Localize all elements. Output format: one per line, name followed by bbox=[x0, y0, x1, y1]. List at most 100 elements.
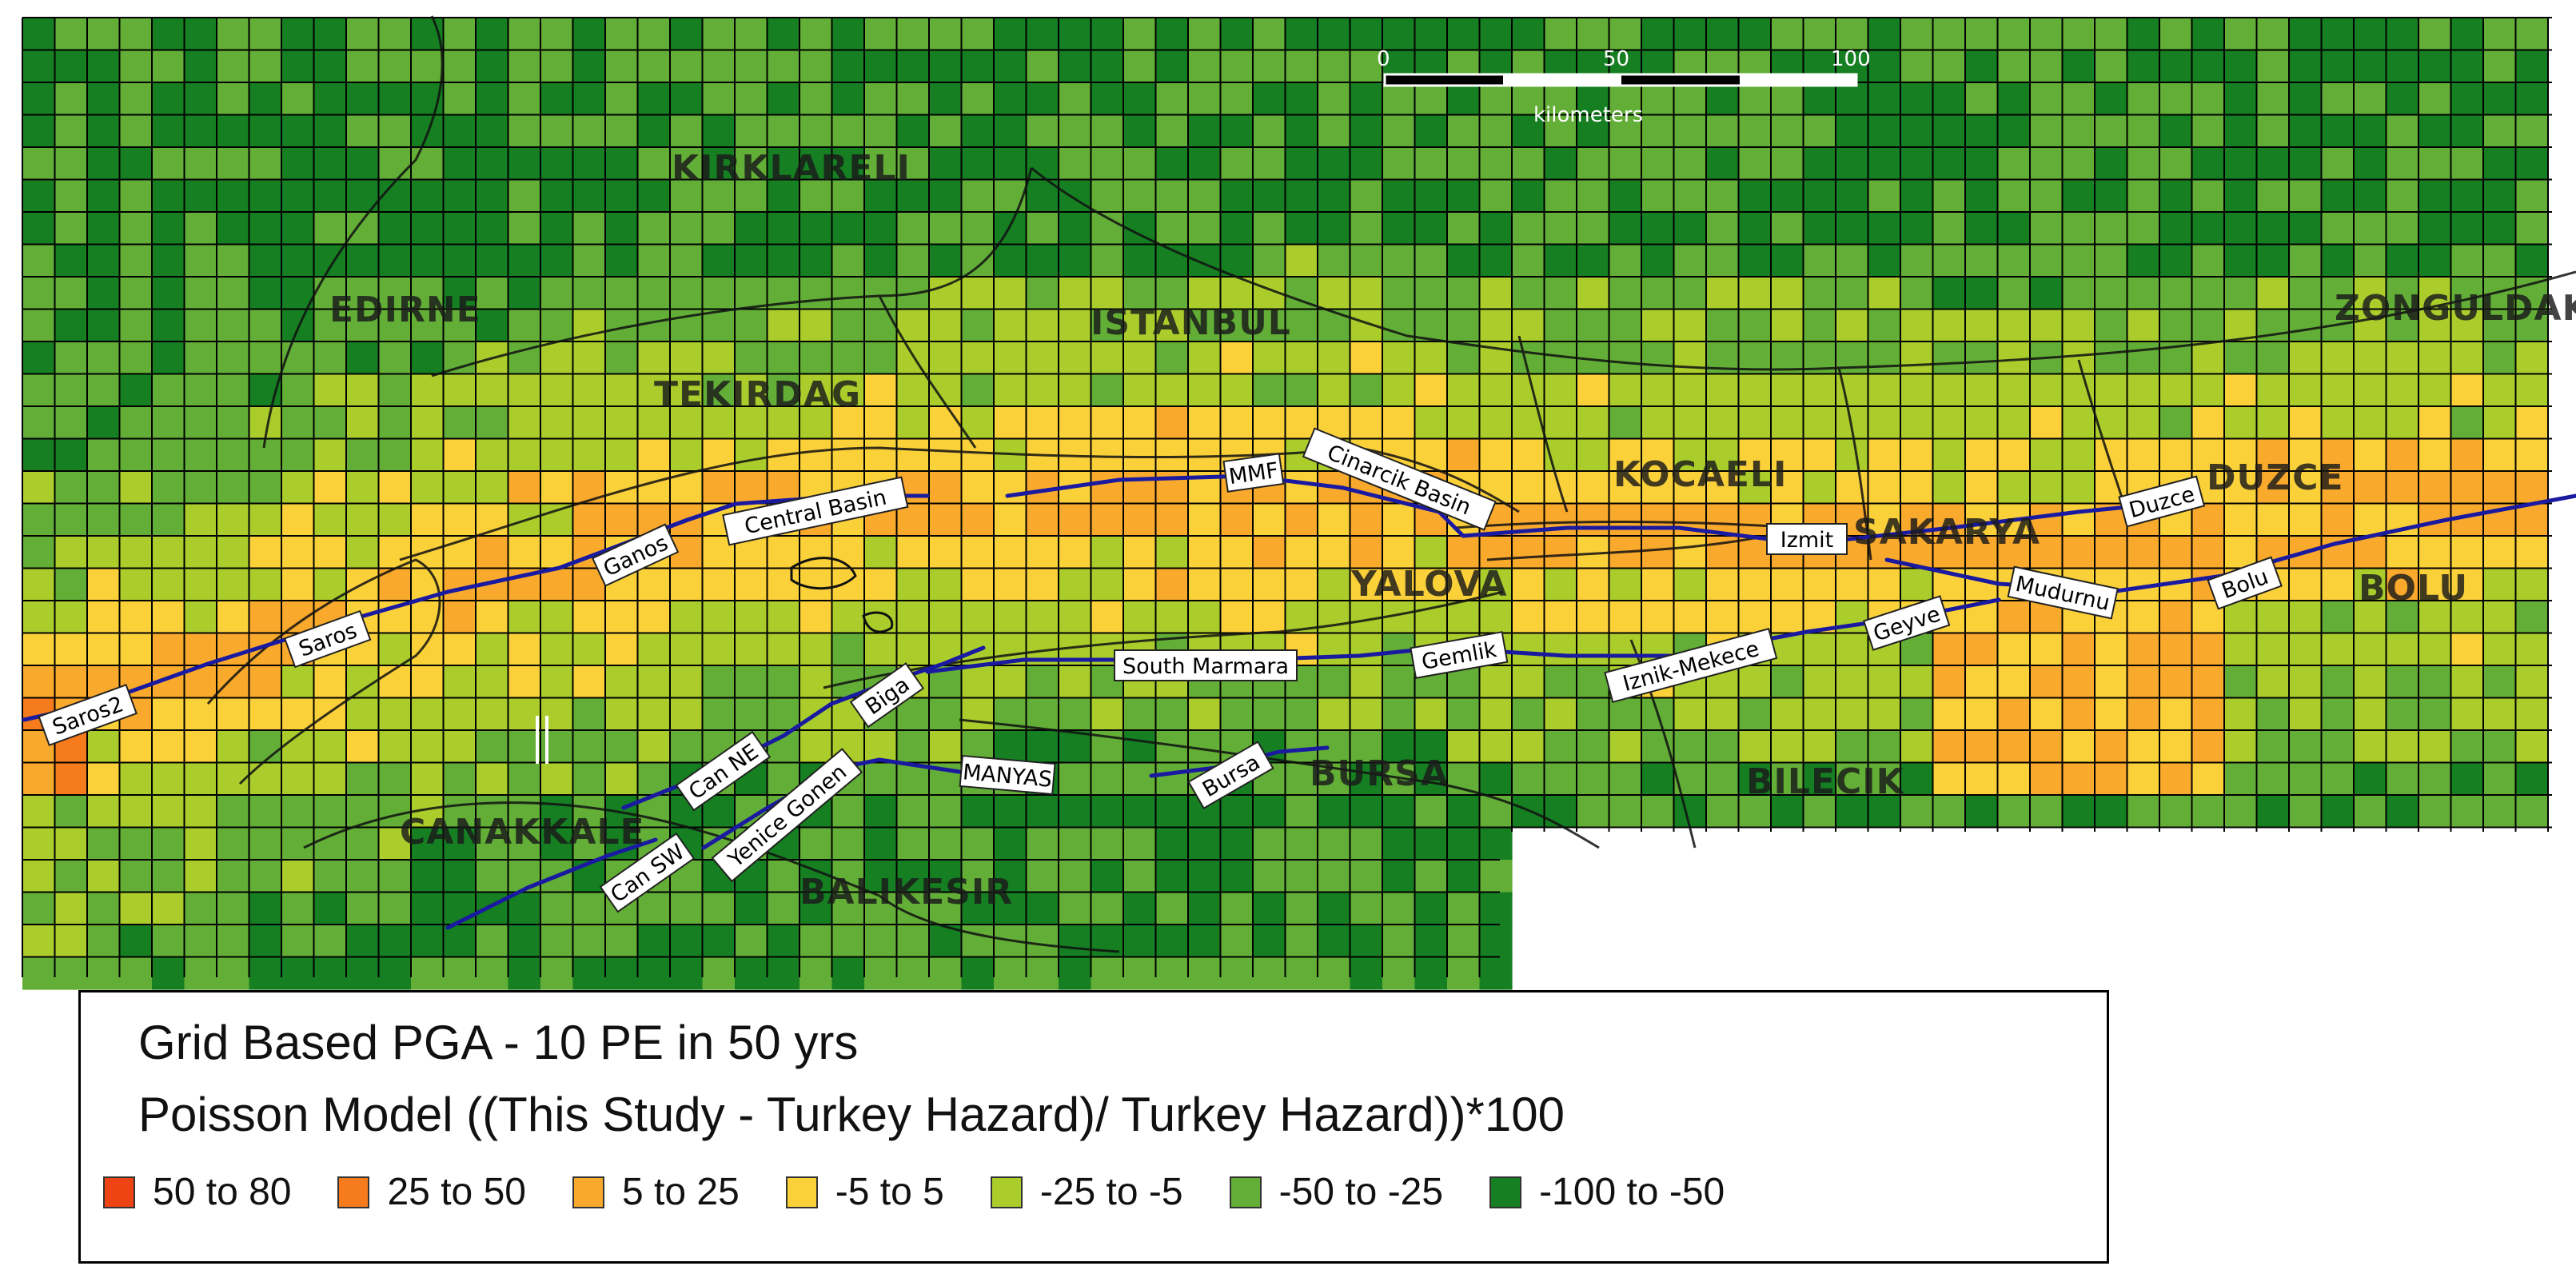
grid-cell bbox=[1673, 147, 1707, 181]
grid-cell bbox=[54, 406, 88, 440]
grid-cell bbox=[1123, 471, 1157, 505]
province-label-duzce: DUZCE bbox=[2207, 457, 2344, 498]
grid-cell bbox=[184, 212, 217, 246]
grid-cell bbox=[2224, 179, 2258, 213]
fault-line-biga bbox=[829, 645, 986, 706]
grid-cell bbox=[767, 147, 800, 181]
grid-cell bbox=[508, 536, 541, 569]
grid-cell bbox=[1965, 309, 1999, 342]
grid-cell bbox=[346, 277, 380, 310]
grid-cell bbox=[2191, 762, 2225, 796]
grid-cell bbox=[1447, 309, 1481, 342]
grid-cell bbox=[994, 212, 1027, 246]
grid-cell bbox=[1868, 762, 1901, 796]
grid-cell bbox=[2418, 373, 2452, 407]
grid-cell bbox=[929, 536, 963, 569]
grid-cell bbox=[637, 730, 671, 764]
grid-cell bbox=[929, 406, 963, 440]
grid-cell bbox=[346, 82, 380, 116]
grid-cell bbox=[1479, 827, 1513, 861]
grid-cell bbox=[1997, 18, 2031, 51]
grid-cell bbox=[572, 827, 606, 861]
grid-cell bbox=[411, 212, 445, 246]
grid-cell bbox=[1059, 309, 1092, 342]
grid-cell bbox=[572, 82, 606, 116]
grid-cell bbox=[184, 471, 217, 505]
grid-cell bbox=[605, 179, 639, 213]
grid-cell bbox=[249, 341, 282, 375]
grid-cell bbox=[1479, 212, 1513, 246]
grid-cell bbox=[1836, 114, 1869, 148]
grid-cell bbox=[508, 892, 541, 925]
grid-cell bbox=[961, 179, 995, 213]
grid-cell bbox=[346, 373, 380, 407]
grid-cell bbox=[572, 665, 606, 699]
grid-cell bbox=[2030, 471, 2064, 505]
province-label-sakarya: SAKARYA bbox=[1853, 512, 2040, 553]
grid-cell bbox=[540, 82, 574, 116]
grid-cell bbox=[1091, 82, 1124, 116]
grid-cell bbox=[1285, 568, 1318, 601]
grid-cell bbox=[508, 925, 541, 958]
grid-cell bbox=[87, 471, 121, 505]
grid-cell bbox=[1997, 536, 2031, 569]
grid-cell bbox=[1900, 373, 1934, 407]
grid-cell bbox=[1706, 114, 1740, 148]
grid-cell bbox=[2062, 82, 2095, 116]
grid-cell bbox=[411, 244, 445, 278]
grid-cell bbox=[1868, 212, 1901, 246]
grid-cell bbox=[1059, 925, 1092, 958]
grid-cell bbox=[119, 568, 153, 601]
grid-cell bbox=[2354, 277, 2387, 310]
grid-cell bbox=[1577, 665, 1610, 699]
grid-cell bbox=[1220, 406, 1254, 440]
grid-cell bbox=[2386, 18, 2419, 51]
grid-cell bbox=[2321, 341, 2355, 375]
grid-cell bbox=[1350, 82, 1383, 116]
grid-cell bbox=[249, 665, 282, 699]
grid-cell bbox=[2062, 795, 2095, 829]
legend-title: Grid Based PGA - 10 PE in 50 yrs bbox=[138, 1016, 859, 1069]
grid-cell bbox=[1155, 827, 1189, 861]
grid-cell bbox=[1220, 341, 1254, 375]
grid-cell bbox=[2159, 277, 2193, 310]
grid-cell bbox=[1479, 762, 1513, 796]
grid-cell bbox=[184, 730, 217, 764]
grid-cell bbox=[1318, 373, 1351, 407]
grid-cell bbox=[1123, 860, 1157, 893]
grid-cell bbox=[2354, 82, 2387, 116]
grid-cell bbox=[281, 147, 315, 181]
grid-cell bbox=[313, 82, 347, 116]
grid-cell bbox=[2030, 147, 2064, 181]
grid-cell bbox=[2515, 341, 2549, 375]
grid-cell bbox=[184, 795, 217, 829]
grid-cell bbox=[2321, 50, 2355, 83]
grid-cell bbox=[2483, 633, 2517, 666]
grid-cell bbox=[1673, 406, 1707, 440]
grid-cell bbox=[2289, 341, 2323, 375]
grid-cell bbox=[2224, 601, 2258, 634]
grid-cell bbox=[1253, 179, 1286, 213]
grid-cell bbox=[702, 212, 736, 246]
grid-cell bbox=[281, 50, 315, 83]
grid-cell bbox=[249, 957, 282, 990]
grid-cell bbox=[1026, 665, 1059, 699]
grid-cell bbox=[1641, 147, 1675, 181]
grid-cell bbox=[1479, 244, 1513, 278]
grid-cell bbox=[572, 373, 606, 407]
grid-cell bbox=[1026, 697, 1059, 731]
grid-cell bbox=[2062, 341, 2095, 375]
grid-cell bbox=[2483, 795, 2517, 829]
grid-cell bbox=[1900, 277, 1934, 310]
grid-cell bbox=[2159, 244, 2193, 278]
grid-cell bbox=[346, 827, 380, 861]
grid-cell bbox=[1803, 147, 1836, 181]
grid-cell bbox=[735, 633, 768, 666]
grid-cell bbox=[87, 50, 121, 83]
grid-cell bbox=[864, 795, 898, 829]
grid-cell bbox=[2321, 730, 2355, 764]
grid-cell bbox=[1868, 244, 1901, 278]
grid-cell bbox=[929, 277, 963, 310]
grid-cell bbox=[1932, 114, 1966, 148]
